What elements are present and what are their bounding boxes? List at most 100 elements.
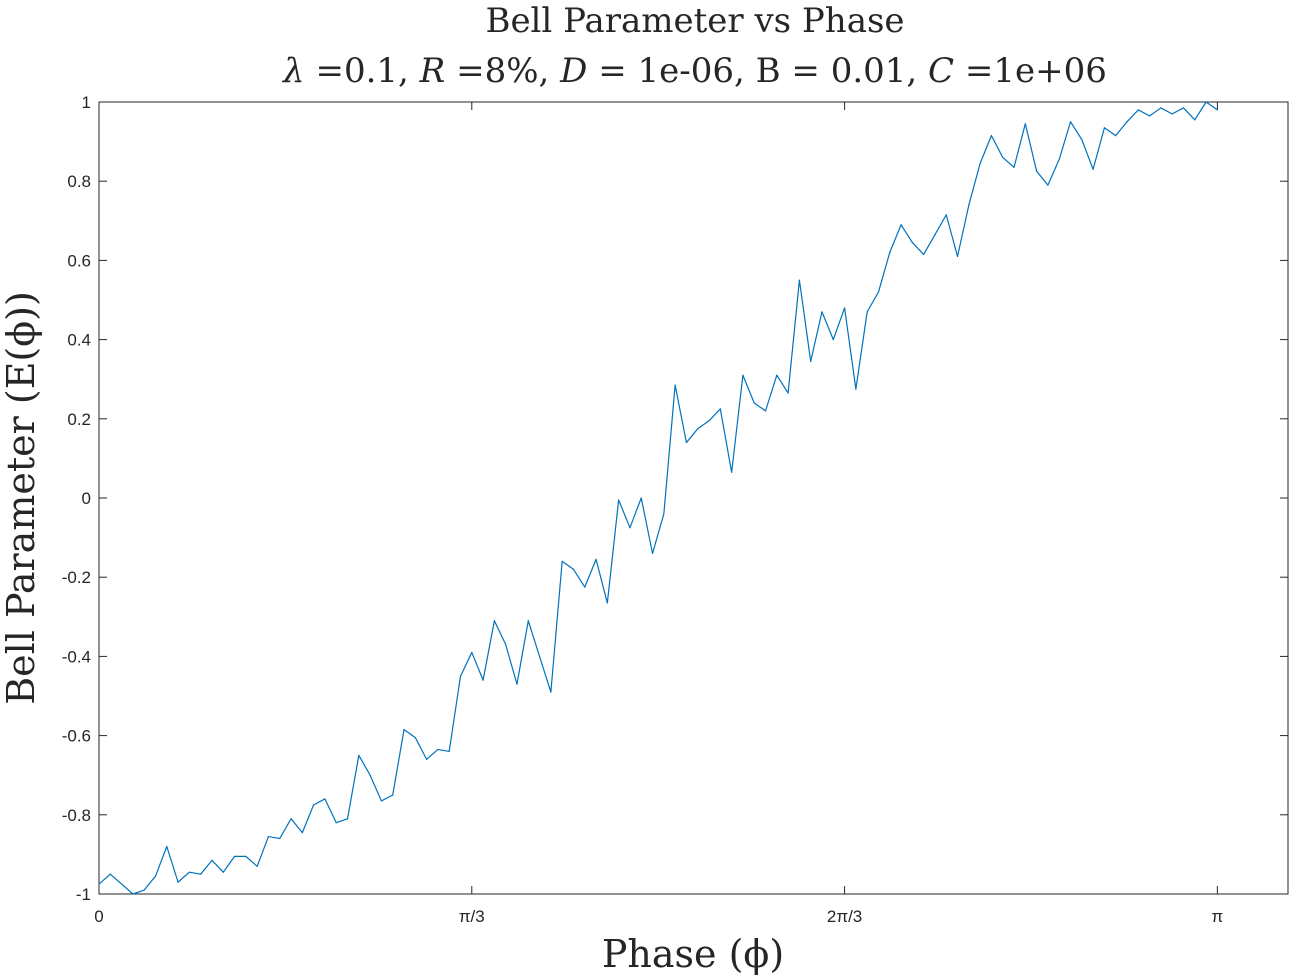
data-point: [98, 883, 100, 885]
data-point: [459, 675, 462, 677]
data-point: [911, 241, 913, 244]
y-tick-label: 0.8: [67, 172, 91, 191]
data-point: [516, 683, 518, 685]
data-point: [979, 162, 981, 164]
data-point: [1216, 109, 1218, 111]
data-point: [414, 736, 416, 739]
data-point: [1205, 101, 1207, 103]
data-point: [1182, 107, 1185, 109]
data-point: [1103, 127, 1106, 129]
data-point: [527, 620, 529, 622]
data-point: [335, 822, 337, 824]
data-point: [900, 224, 902, 226]
data-point: [1081, 139, 1083, 141]
data-point: [324, 798, 326, 800]
data-point: [855, 388, 857, 390]
data-point: [1024, 123, 1026, 125]
data-point: [538, 655, 541, 658]
data-point: [448, 750, 450, 753]
data-point: [1171, 113, 1173, 115]
data-point: [776, 374, 778, 376]
data-point: [245, 855, 247, 857]
data-point: [211, 859, 213, 861]
data-point: [392, 794, 394, 796]
data-point: [380, 800, 383, 802]
axis-tick-labels: 0 π/3 2π/3 π -1 -0.8 -0.6 -0.4 -0.2 0 0.2 0.4 0.6 0.8…: [62, 93, 1224, 926]
data-point: [121, 883, 123, 885]
x-tick-label: 0: [94, 907, 103, 926]
chart-title: Bell Parameter vs Phase: [485, 1, 904, 41]
data-point: [843, 307, 846, 309]
data-point: [1013, 166, 1015, 168]
plot-area: [98, 101, 1289, 895]
data-point: [267, 835, 270, 838]
y-axis-label: Bell Parameter (E(ϕ)): [0, 291, 43, 705]
y-tick-label: 0.6: [67, 251, 91, 270]
subtitle-part-6: C: [928, 51, 954, 91]
data-point: [1036, 170, 1038, 172]
chart-subtitle: λ =0.1, R =8%, D = 1e-06, B = 0.01, C =1…: [281, 51, 1107, 91]
data-point: [1002, 156, 1004, 159]
series-line: [98, 101, 1218, 895]
data-point: [505, 643, 507, 646]
y-tick-label: 1: [82, 93, 91, 112]
data-point: [1148, 115, 1151, 117]
data-point: [1047, 184, 1049, 186]
data-point: [482, 679, 484, 681]
subtitle-part-2: R: [419, 51, 446, 91]
data-point: [1194, 119, 1196, 121]
x-tick-label: π/3: [459, 907, 485, 926]
data-point: [279, 837, 281, 840]
data-point: [866, 311, 868, 313]
subtitle-part-4: D: [559, 51, 587, 91]
data-point: [561, 560, 563, 562]
data-point: [956, 255, 959, 258]
y-tick-label: 0.2: [67, 410, 91, 429]
data-point: [618, 499, 620, 501]
data-point: [1069, 121, 1072, 123]
data-point: [493, 620, 495, 622]
series-layer: [98, 101, 1218, 895]
data-point: [426, 758, 428, 760]
data-point: [731, 471, 733, 473]
data-point: [403, 729, 405, 731]
data-point: [742, 374, 744, 376]
data-point: [200, 873, 202, 875]
data-point: [188, 871, 190, 873]
subtitle-part-7: =1e+06: [954, 51, 1107, 91]
data-point: [154, 875, 157, 877]
data-point: [798, 279, 801, 281]
data-point: [651, 552, 654, 555]
data-point: [233, 855, 236, 857]
data-point: [810, 360, 812, 362]
data-point: [1160, 107, 1162, 109]
data-point: [584, 586, 586, 588]
data-point: [640, 497, 642, 499]
x-axis-label: Phase (ϕ): [602, 932, 784, 976]
data-point: [753, 402, 755, 404]
data-point: [572, 568, 575, 570]
y-tick-label: -1: [76, 885, 91, 904]
data-point: [471, 651, 473, 654]
data-point: [764, 410, 767, 412]
x-tick-label: π: [1212, 907, 1224, 926]
data-point: [708, 420, 710, 422]
data-point: [697, 428, 699, 430]
y-tick-label: -0.8: [62, 806, 91, 825]
data-point: [143, 889, 145, 891]
data-point: [968, 204, 970, 206]
data-point: [832, 339, 834, 341]
data-point: [301, 832, 303, 834]
subtitle-part-1: =0.1,: [305, 51, 420, 91]
x-tick-label: 2π/3: [827, 907, 862, 926]
data-point: [945, 214, 947, 216]
data-point: [889, 251, 891, 254]
axis-ticks: [98, 101, 1288, 895]
y-tick-label: -0.6: [62, 727, 91, 746]
data-point: [1126, 121, 1128, 123]
data-point: [132, 893, 134, 895]
data-point: [663, 513, 665, 515]
data-point: [1058, 158, 1060, 161]
data-point: [437, 748, 439, 751]
data-point: [934, 234, 936, 236]
